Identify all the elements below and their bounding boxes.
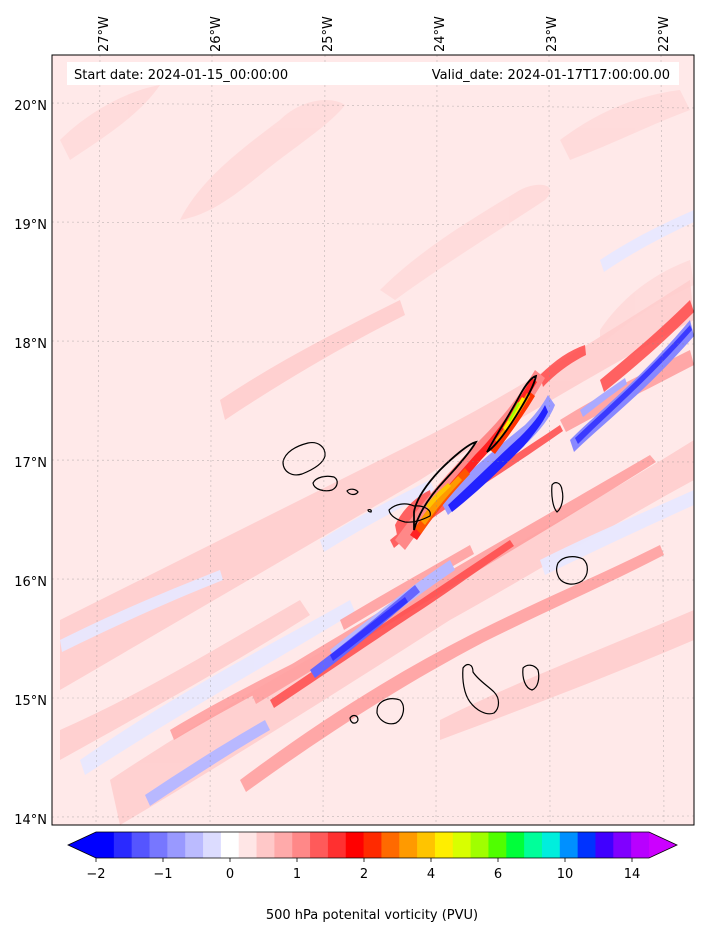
colorbar-cell	[631, 832, 650, 858]
map-panel	[52, 55, 694, 825]
colorbar-min-extension	[68, 832, 96, 858]
colorbar-tick-label: 2	[360, 867, 368, 882]
colorbar-cell	[292, 832, 311, 858]
colorbar-cell	[345, 832, 365, 858]
island-sao-nicolau	[388, 503, 431, 523]
lon-tick-label: 23°W	[545, 16, 560, 52]
colorbar-max-extension	[649, 832, 677, 858]
colorbar-tick-label: −2	[86, 867, 105, 882]
colorbar-tick-label: 1	[293, 867, 301, 882]
island-santiago	[462, 663, 500, 715]
island-brava	[349, 714, 359, 724]
colorbar-cell	[113, 832, 133, 858]
colorbar-label: 500 hPa potenital vorticity (PVU)	[266, 908, 478, 923]
island-fogo	[376, 698, 405, 725]
colorbar-cell	[203, 832, 222, 858]
longitude-ticks: 27°W 26°W 25°W 24°W 23°W 22°W	[97, 16, 672, 52]
colorbar-cell	[310, 832, 329, 858]
colorbar-cell	[256, 832, 275, 858]
colorbar-cell	[541, 832, 561, 858]
lat-tick-label: 19°N	[14, 218, 47, 233]
colorbar-cell	[577, 832, 597, 858]
colorbar-cell	[185, 832, 204, 858]
negative-pv-bands	[145, 320, 694, 806]
lat-tick-label: 18°N	[14, 337, 47, 352]
gridlines	[52, 55, 694, 825]
colorbar-tick-label: −1	[153, 867, 172, 882]
colorbar-cell	[613, 832, 632, 858]
colorbar-tick-label: 6	[494, 867, 502, 882]
start-date-label: Start date: 2024-01-15_00:00:00	[74, 68, 288, 83]
lat-tick-label: 14°N	[14, 813, 47, 828]
lon-tick-label: 22°W	[657, 16, 672, 52]
colorbar-cell	[417, 832, 436, 858]
lon-tick-label: 24°W	[433, 16, 448, 52]
island-sao-vicente	[312, 475, 338, 492]
colorbar-cell	[327, 832, 347, 858]
island-maio	[522, 664, 540, 691]
info-box	[67, 62, 679, 85]
lon-tick-label: 27°W	[97, 16, 112, 52]
colorbar-outline	[67, 831, 678, 859]
weak-negative-pv-bands	[60, 210, 694, 775]
island-sal	[551, 482, 564, 513]
colorbar-tick-label: 14	[624, 867, 641, 882]
colorbar-tick-label: 10	[557, 867, 574, 882]
colorbar-cell	[470, 832, 490, 858]
colorbar-tick-label: 0	[226, 867, 234, 882]
lon-tick-label: 25°W	[321, 16, 336, 52]
pv-contour	[413, 374, 538, 531]
colorbar-cell	[506, 832, 525, 858]
colorbar-cell	[595, 832, 614, 858]
colorbar-cell	[274, 832, 293, 858]
lat-tick-label: 17°N	[14, 456, 47, 471]
island-santo-antao	[282, 442, 326, 476]
island-boa-vista	[556, 556, 588, 585]
colorbar-cell	[524, 832, 543, 858]
colorbar-cell	[220, 832, 240, 858]
colorbar-cell	[363, 832, 383, 858]
valid-date-label: Valid_date: 2024-01-17T17:00:00.00	[432, 68, 670, 83]
colorbar-ticks: −2 −1 0 1 2 4 6 10 14	[86, 858, 640, 882]
island-raso	[367, 509, 372, 513]
lat-tick-label: 20°N	[14, 99, 47, 114]
island-santa-luzia	[346, 488, 359, 496]
colorbar-cell	[559, 832, 579, 858]
colorbar-cell	[149, 832, 168, 858]
colorbar-cell	[381, 832, 400, 858]
colorbar-cell	[452, 832, 472, 858]
lat-tick-label: 16°N	[14, 575, 47, 590]
colorbar-tick-label: 4	[427, 867, 435, 882]
lon-tick-label: 26°W	[209, 16, 224, 52]
colorbar-cell	[131, 832, 151, 858]
colorbar: −2 −1 0 1 2 4 6 10 14 500 hPa potenital vorticit…	[67, 831, 678, 923]
colorbar-cell	[488, 832, 507, 858]
colorbar-cell	[399, 832, 418, 858]
colorbar-cells	[96, 832, 650, 858]
map-frame	[51, 54, 695, 826]
colorbar-cell	[96, 832, 115, 858]
coastlines	[282, 442, 588, 725]
colorbar-cell	[434, 832, 454, 858]
colorbar-cell	[167, 832, 186, 858]
lat-tick-label: 15°N	[14, 694, 47, 709]
colorbar-cell	[238, 832, 258, 858]
latitude-ticks: 20°N 19°N 18°N 17°N 16°N 15°N 14°N	[14, 99, 47, 828]
